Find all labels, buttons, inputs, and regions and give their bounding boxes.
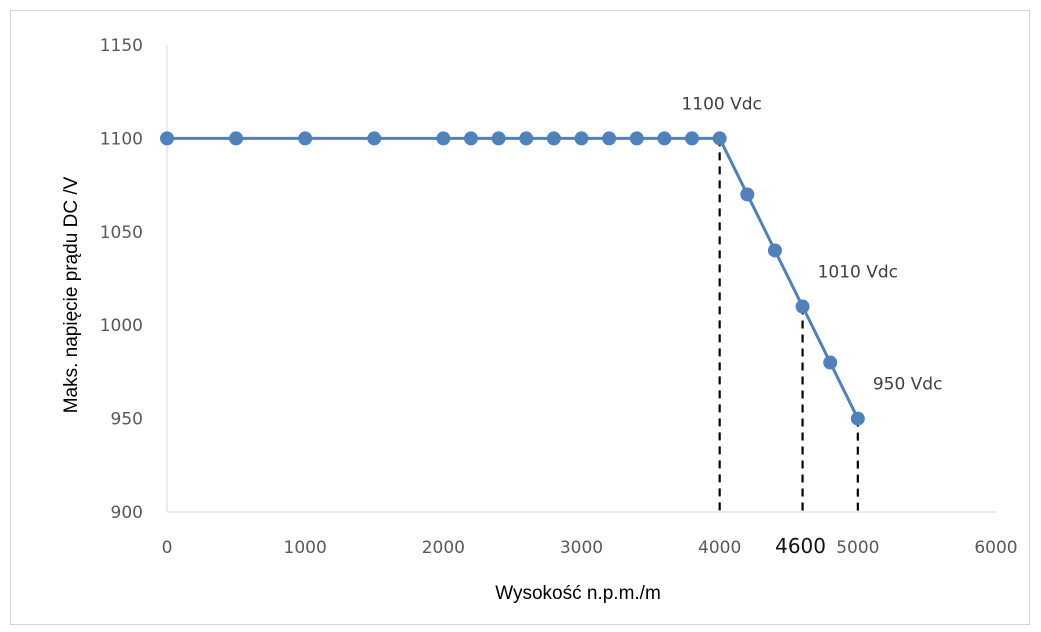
data-point bbox=[367, 131, 382, 146]
data-point bbox=[574, 131, 589, 146]
data-annotation: 1010 Vdc bbox=[818, 263, 898, 283]
y-tick-label: 1050 bbox=[100, 223, 143, 243]
y-tick-labels: 900 950 1000 1050 1100 1150 bbox=[100, 36, 143, 523]
data-point bbox=[712, 131, 727, 146]
x-tick-label: 0 bbox=[162, 538, 173, 558]
marker-value-label: 4600 bbox=[775, 534, 826, 558]
y-tick-label: 1150 bbox=[100, 36, 143, 56]
data-point bbox=[436, 131, 451, 146]
data-annotation: 1100 Vdc bbox=[681, 94, 761, 114]
series-line bbox=[167, 136, 860, 420]
x-tick-label: 4000 bbox=[698, 538, 741, 558]
data-point bbox=[546, 131, 561, 146]
data-point bbox=[229, 131, 244, 146]
x-tick-label: 1000 bbox=[284, 538, 327, 558]
x-tick-label: 6000 bbox=[974, 538, 1017, 558]
chart-frame bbox=[10, 10, 1030, 625]
data-point bbox=[850, 411, 865, 426]
data-point bbox=[685, 131, 700, 146]
data-point bbox=[519, 131, 534, 146]
data-point bbox=[491, 131, 506, 146]
data-annotation: 950 Vdc bbox=[873, 375, 943, 395]
series-layer bbox=[160, 131, 865, 426]
y-tick-label: 1100 bbox=[100, 129, 143, 149]
data-point bbox=[298, 131, 313, 146]
data-point bbox=[823, 355, 838, 370]
data-point bbox=[740, 187, 755, 202]
x-tick-label: 5000 bbox=[836, 538, 879, 558]
data-point bbox=[767, 243, 782, 258]
annotations: 1100 Vdc 1010 Vdc 950 Vdc bbox=[681, 94, 942, 394]
data-point bbox=[463, 131, 478, 146]
y-tick-label: 900 bbox=[111, 503, 143, 523]
data-point bbox=[657, 131, 672, 146]
axes bbox=[166, 45, 996, 513]
drop-lines bbox=[718, 138, 859, 512]
data-point bbox=[602, 131, 617, 146]
x-tick-label: 2000 bbox=[422, 538, 465, 558]
data-point bbox=[629, 131, 644, 146]
y-axis-title-background bbox=[55, 120, 87, 470]
x-axis-title: Wysokość n.p.m./m bbox=[495, 583, 661, 604]
data-point bbox=[795, 299, 810, 314]
x-axis-title-background bbox=[160, 574, 990, 610]
y-tick-label: 1000 bbox=[100, 316, 143, 336]
y-axis-title: Maks. napięcie prądu DC /V bbox=[61, 176, 82, 413]
data-point bbox=[160, 131, 174, 146]
x-tick-labels: 0 1000 2000 3000 4000 5000 6000 bbox=[162, 538, 1018, 558]
y-tick-label: 950 bbox=[111, 410, 143, 430]
x-tick-label: 3000 bbox=[560, 538, 603, 558]
marker-labels: 4600 bbox=[775, 534, 826, 558]
